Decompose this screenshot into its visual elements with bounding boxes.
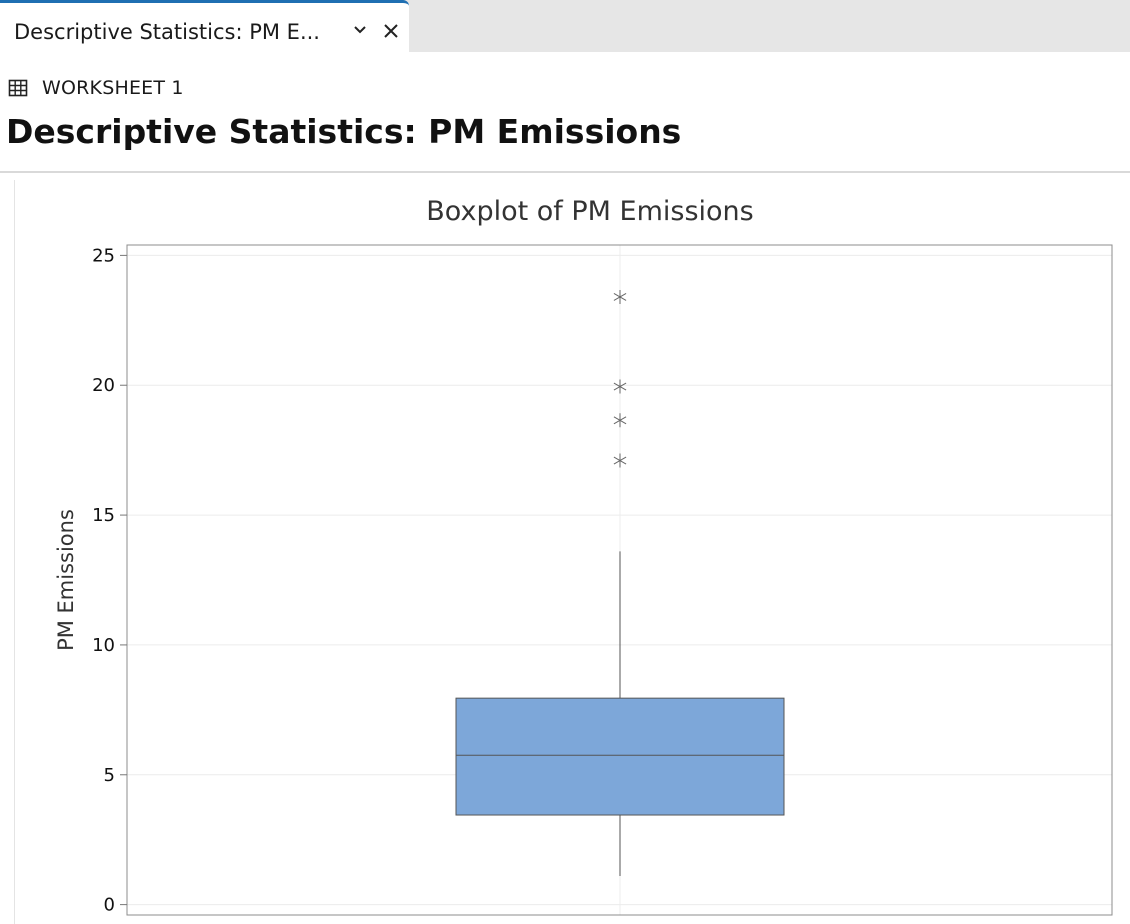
tab-descriptive-statistics[interactable]: Descriptive Statistics: PM E... [0, 0, 409, 52]
interquartile-box [455, 697, 785, 816]
page-title: Descriptive Statistics: PM Emissions [6, 112, 682, 151]
outlier-point [613, 413, 627, 428]
outlier-markers [613, 289, 627, 468]
outlier-point [613, 453, 627, 468]
outlier-stroke [613, 293, 627, 301]
close-icon[interactable] [379, 19, 403, 43]
chart-title: Boxplot of PM Emissions [426, 196, 753, 227]
tab-label: Descriptive Statistics: PM E... [14, 20, 320, 44]
y-tick-label: 10 [92, 635, 115, 656]
outlier-stroke [613, 382, 627, 391]
table-grid-icon [8, 79, 28, 97]
worksheet-label: WORKSHEET 1 [42, 77, 184, 99]
y-axis-ticks: 0 5 10 15 20 25 [92, 245, 127, 916]
output-pane-rule [14, 180, 15, 924]
plot-frame [126, 244, 1113, 916]
boxplot-chart: Boxplot of PM Emissions PM Emissions 0 5 1… [54, 196, 1113, 916]
boxplot-body [455, 551, 785, 877]
y-tick-label: 5 [104, 765, 115, 786]
outlier-point [613, 379, 627, 394]
chevron-down-icon[interactable] [349, 19, 371, 41]
document-tab-strip: Descriptive Statistics: PM E... [0, 0, 1130, 52]
y-tick-label: 15 [92, 505, 115, 526]
y-tick-label: 20 [92, 375, 115, 396]
y-tick-label: 0 [104, 895, 115, 916]
y-tick-label: 25 [92, 245, 115, 266]
header-divider [0, 171, 1130, 173]
worksheet-breadcrumb: WORKSHEET 1 [8, 76, 184, 100]
y-axis-label: PM Emissions [54, 509, 78, 651]
outlier-stroke [613, 416, 627, 425]
outlier-point [613, 289, 627, 304]
outlier-stroke [613, 456, 627, 465]
